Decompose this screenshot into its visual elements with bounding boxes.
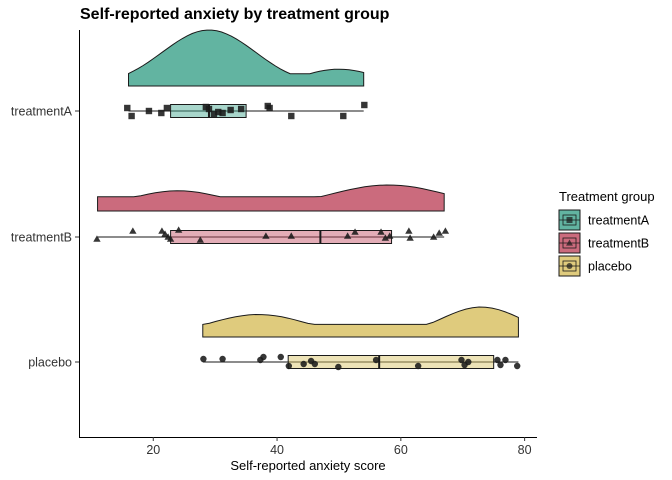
data-point-treatmentA [215,108,222,116]
data-point-treatmentA [145,107,153,115]
legend-marker-treatmentB [566,239,573,246]
data-point-placebo [458,356,465,364]
data-point-treatmentB [343,232,352,239]
x-tick-label: 40 [270,443,284,457]
legend-title: Treatment group [559,189,655,204]
data-point-treatmentA [219,109,226,117]
data-point-placebo [311,360,319,368]
data-point-treatmentA [210,110,218,118]
data-point-treatmentB [262,232,270,239]
data-point-placebo [277,353,284,361]
data-point-treatmentA [361,101,368,109]
data-point-placebo [335,363,342,371]
group-treatmentB [93,184,450,244]
legend-marker-placebo [566,263,573,269]
x-tick-label: 60 [394,443,408,457]
data-point-treatmentB [381,234,390,241]
data-point-treatmentB [351,228,359,235]
legend-label-treatmentA: treatmentA [588,214,650,228]
y-tick-label-treatmentA: treatmentA [11,105,73,119]
data-point-placebo [219,355,226,363]
data-point-treatmentB [435,229,443,236]
data-point-treatmentB [158,227,166,234]
data-point-treatmentB [406,234,414,241]
chart-title: Self-reported anxiety by treatment group [80,6,390,23]
data-point-placebo [414,362,422,370]
data-point-treatmentA [266,104,273,112]
data-point-placebo [285,362,293,370]
data-point-placebo [372,356,380,364]
data-point-treatmentA [237,105,245,113]
data-point-treatmentA [158,109,165,117]
data-point-treatmentB [386,232,394,239]
data-point-treatmentB [287,232,295,239]
y-axis-ticks: treatmentA treatmentB placebo [11,105,79,370]
data-point-placebo [513,362,521,370]
legend: Treatment group treatmentA treatmentB plac… [558,189,655,277]
data-point-treatmentB [377,228,385,235]
data-point-treatmentB [405,227,413,234]
data-point-placebo [260,353,267,361]
density-cloud-treatmentA [128,29,365,87]
data-point-treatmentA [124,104,131,112]
data-point-treatmentB [174,226,183,233]
group-placebo [200,306,521,371]
box-treatmentB [170,230,393,244]
data-point-treatmentB [441,227,450,234]
data-point-treatmentB [196,236,204,243]
x-tick-label: 80 [518,443,532,457]
data-point-placebo [200,355,207,363]
legend-marker-treatmentA [566,217,573,223]
legend-label-treatmentB: treatmentB [588,237,649,251]
legend-key-placebo [558,255,581,277]
legend-key-treatmentB [558,232,581,254]
data-point-placebo [497,361,504,369]
x-tick-label: 20 [146,443,160,457]
data-point-treatmentA [128,112,135,120]
data-point-treatmentB [93,235,101,242]
data-point-placebo [300,360,307,368]
group-treatmentA [124,29,368,120]
data-point-treatmentA [205,105,213,113]
data-point-placebo [465,358,472,366]
legend-label-placebo: placebo [588,260,632,274]
x-axis-title: Self-reported anxiety score [230,458,385,473]
data-point-treatmentB [129,227,137,234]
x-axis-ticks: 20 40 60 80 [146,437,532,457]
data-point-treatmentA [227,106,234,114]
data-point-treatmentA [288,112,295,120]
density-cloud-treatmentB [97,184,445,212]
data-point-treatmentA [340,112,347,120]
data-point-placebo [494,356,501,364]
data-point-treatmentB [166,235,175,242]
data-point-treatmentB [429,233,438,240]
plot-area [93,29,521,371]
y-tick-label-treatmentB: treatmentB [11,231,72,245]
data-point-placebo [502,356,509,364]
density-cloud-placebo [202,306,519,338]
data-point-treatmentB [161,230,169,237]
data-point-treatmentA [163,104,171,112]
y-tick-label-placebo: placebo [28,356,72,370]
legend-key-treatmentA [558,209,581,231]
